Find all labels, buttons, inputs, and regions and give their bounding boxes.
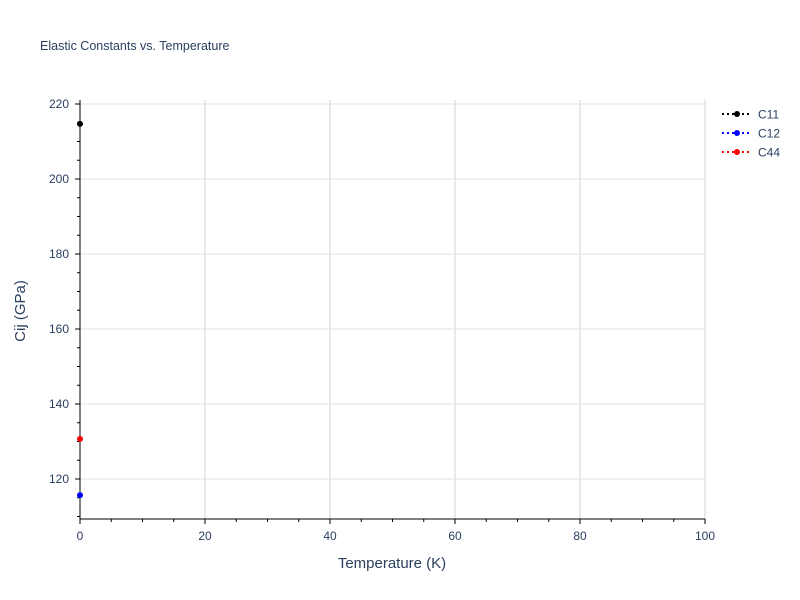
y-axis-label: Cij (GPa) [12, 280, 29, 342]
y-tick-label: 120 [49, 472, 69, 486]
y-tick-label: 140 [49, 397, 69, 411]
legend-marker-c44 [734, 149, 740, 155]
x-tick-label: 40 [323, 529, 337, 543]
point-c44 [77, 435, 83, 442]
legend-marker-c11 [734, 111, 740, 117]
x-tick-label: 80 [573, 529, 587, 543]
legend-marker-c12 [734, 130, 740, 136]
point-c12 [77, 492, 83, 499]
y-tick-label: 220 [49, 97, 69, 111]
x-tick-label: 100 [695, 529, 715, 543]
legend-label-c11: C11 [758, 108, 779, 122]
x-tick-label: 60 [448, 529, 462, 543]
x-tick-label: 20 [198, 529, 212, 543]
chart-title: Elastic Constants vs. Temperature [40, 39, 229, 53]
x-axis-label: Temperature (K) [338, 555, 446, 572]
y-tick-label: 180 [49, 247, 69, 261]
x-tick-label: 0 [77, 529, 84, 543]
y-tick-label: 200 [49, 172, 69, 186]
legend-label-c12: C12 [758, 127, 780, 141]
point-c11 [77, 120, 83, 127]
y-tick-label: 160 [49, 322, 69, 336]
legend-label-c44: C44 [758, 146, 780, 160]
